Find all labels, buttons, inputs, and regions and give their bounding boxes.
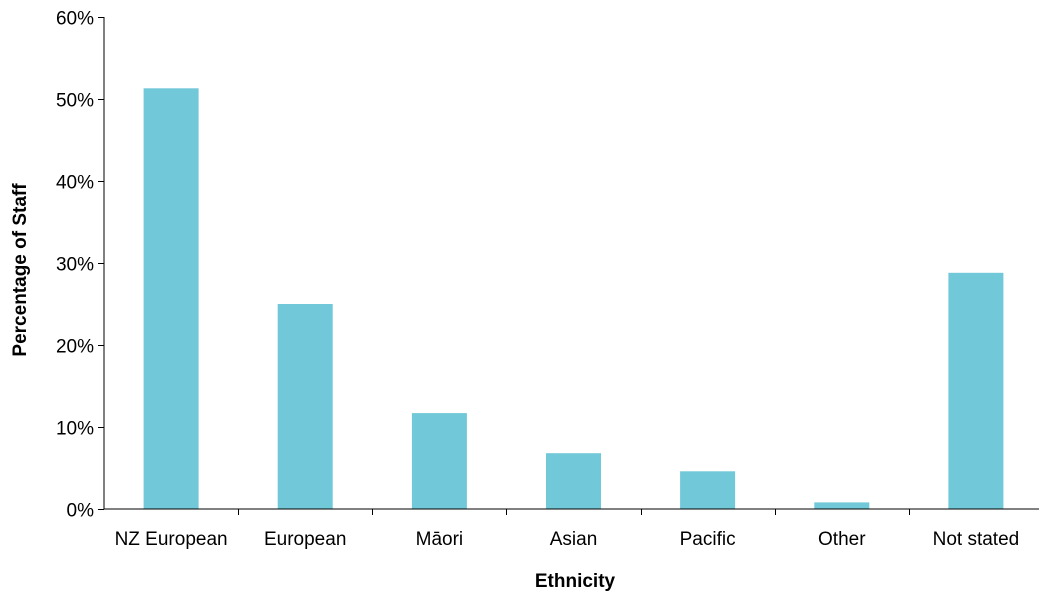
y-axis-title: Percentage of Staff	[10, 183, 31, 357]
y-tick-label: 40%	[56, 173, 94, 194]
y-tick-label: 50%	[56, 91, 94, 112]
y-axis-ticks: 0% 10% 20% 30% 40% 50% 60%	[56, 9, 104, 522]
bar-m-ori	[411, 413, 467, 509]
y-tick-label: 0%	[67, 501, 95, 522]
x-tick-label: Asian	[550, 529, 598, 550]
bar-european	[277, 304, 333, 509]
x-tick-label: Pacific	[680, 529, 736, 550]
x-tick-label: European	[264, 529, 346, 550]
bar-not-stated	[948, 272, 1004, 509]
x-tick-label: NZ European	[115, 529, 228, 550]
x-tick-label: Other	[818, 529, 866, 550]
y-tick-label: 60%	[56, 9, 94, 30]
bar-pacific	[680, 471, 736, 509]
bar-nz-european	[143, 88, 199, 510]
y-tick-label: 20%	[56, 337, 94, 358]
bar-other	[814, 502, 870, 509]
bars-group	[143, 88, 1004, 510]
x-axis-title: Ethnicity	[535, 571, 616, 592]
x-axis-ticks: NZ European European Māori Asian Pacific Othe…	[115, 509, 1020, 550]
bar-asian	[546, 453, 601, 509]
y-tick-label: 10%	[56, 419, 94, 440]
x-tick-label: Not stated	[933, 529, 1020, 550]
y-tick-label: 30%	[56, 255, 94, 276]
x-tick-label: Māori	[416, 529, 464, 550]
